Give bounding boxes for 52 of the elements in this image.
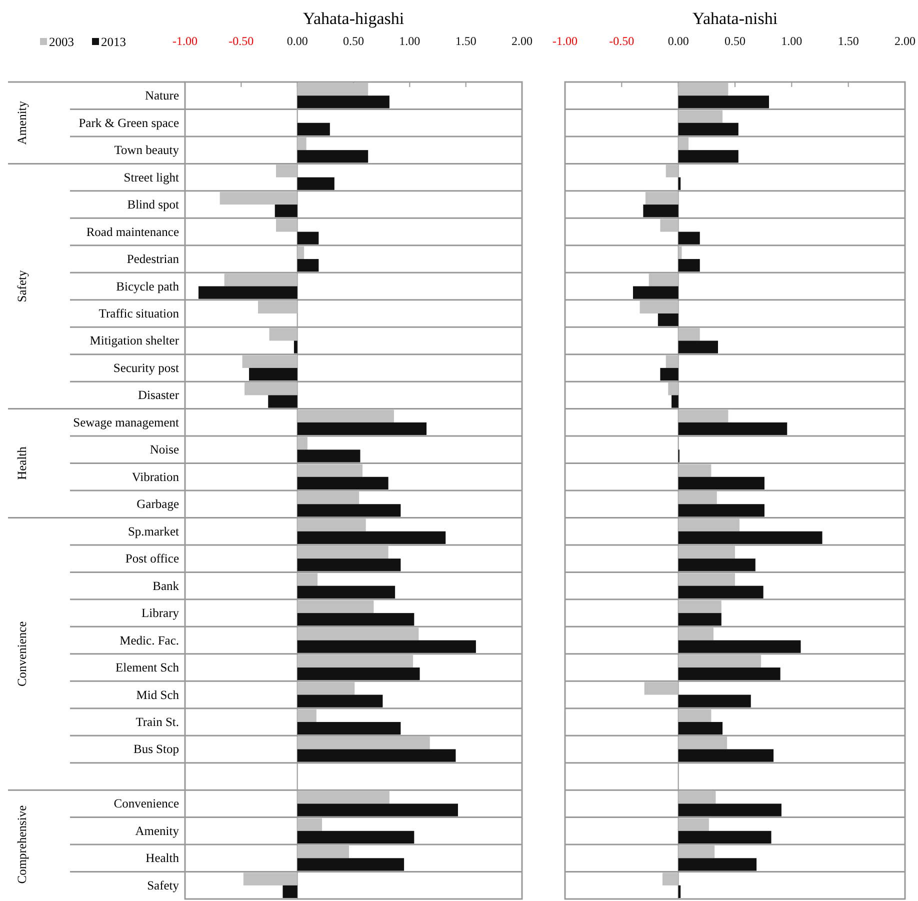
chart-title: Yahata-higashi bbox=[302, 9, 404, 28]
y-tick-label: Road maintenance bbox=[86, 224, 180, 239]
text: Comprehensive bbox=[15, 804, 29, 884]
y-tick-label: Sewage management bbox=[73, 415, 180, 430]
x-tick-label: 1.00 bbox=[399, 34, 420, 48]
x-tick-label: 1.00 bbox=[781, 34, 802, 48]
x-tick-label: 0.50 bbox=[724, 34, 746, 48]
legend-label: 2013 bbox=[101, 35, 126, 49]
y-tick-label: Garbage bbox=[136, 497, 180, 512]
y-tick-label: Mitigation shelter bbox=[90, 334, 180, 348]
y-tick-label: Pedestrian bbox=[126, 252, 180, 266]
legend-label: 2003 bbox=[49, 35, 74, 49]
y-tick-label: Street light bbox=[124, 170, 180, 184]
x-tick-label: 1.50 bbox=[838, 34, 859, 48]
y-tick-label: Library bbox=[142, 606, 180, 620]
y-tick-label: Mid Sch bbox=[136, 688, 180, 702]
y-tick-label: Vibration bbox=[132, 470, 180, 484]
x-tick-label: -0.50 bbox=[609, 34, 634, 48]
y-tick-label: Security post bbox=[113, 360, 180, 375]
y-tick-label: Amenity bbox=[135, 824, 180, 838]
y-tick-label: Nature bbox=[144, 88, 180, 103]
y-tick-label: Medic. Fac. bbox=[120, 633, 179, 648]
x-tick-label: 2.00 bbox=[894, 34, 916, 48]
chart-title: Yahata-nishi bbox=[692, 9, 778, 28]
x-tick-label: -1.00 bbox=[172, 34, 198, 48]
text: Amenity bbox=[15, 100, 29, 145]
y-tick-label: Safety bbox=[147, 878, 180, 892]
x-tick-label: 0.00 bbox=[668, 34, 689, 48]
x-tick-label: 1.50 bbox=[455, 34, 476, 48]
y-tick-label: Post office bbox=[125, 552, 180, 566]
x-tick-label: 2.00 bbox=[512, 34, 532, 48]
y-tick-label: Town beauty bbox=[114, 143, 180, 158]
x-tick-label: 0.50 bbox=[343, 34, 364, 48]
y-tick-label: Disaster bbox=[138, 388, 180, 402]
y-tick-label: Train St. bbox=[136, 714, 179, 729]
x-tick-label: -0.50 bbox=[228, 34, 254, 48]
text: Safety bbox=[15, 270, 29, 302]
y-tick-label: Bus Stop bbox=[133, 742, 179, 756]
y-tick-label: Bicycle path bbox=[116, 279, 180, 294]
y-tick-label: Bank bbox=[152, 578, 180, 593]
y-tick-label: Noise bbox=[150, 442, 180, 457]
y-tick-label: Sp.market bbox=[128, 524, 180, 538]
text: Health bbox=[15, 446, 29, 480]
x-tick-label: -1.00 bbox=[552, 34, 578, 48]
y-tick-label: Convenience bbox=[114, 796, 180, 811]
y-tick-label: Blind spot bbox=[127, 198, 180, 212]
y-tick-label: Health bbox=[146, 851, 180, 866]
text: Convenience bbox=[15, 620, 29, 687]
y-tick-label: Element Sch bbox=[115, 660, 180, 675]
x-tick-label: 0.00 bbox=[286, 34, 308, 48]
y-tick-label: Park & Green space bbox=[78, 116, 180, 130]
y-tick-label: Traffic situation bbox=[98, 306, 180, 320]
